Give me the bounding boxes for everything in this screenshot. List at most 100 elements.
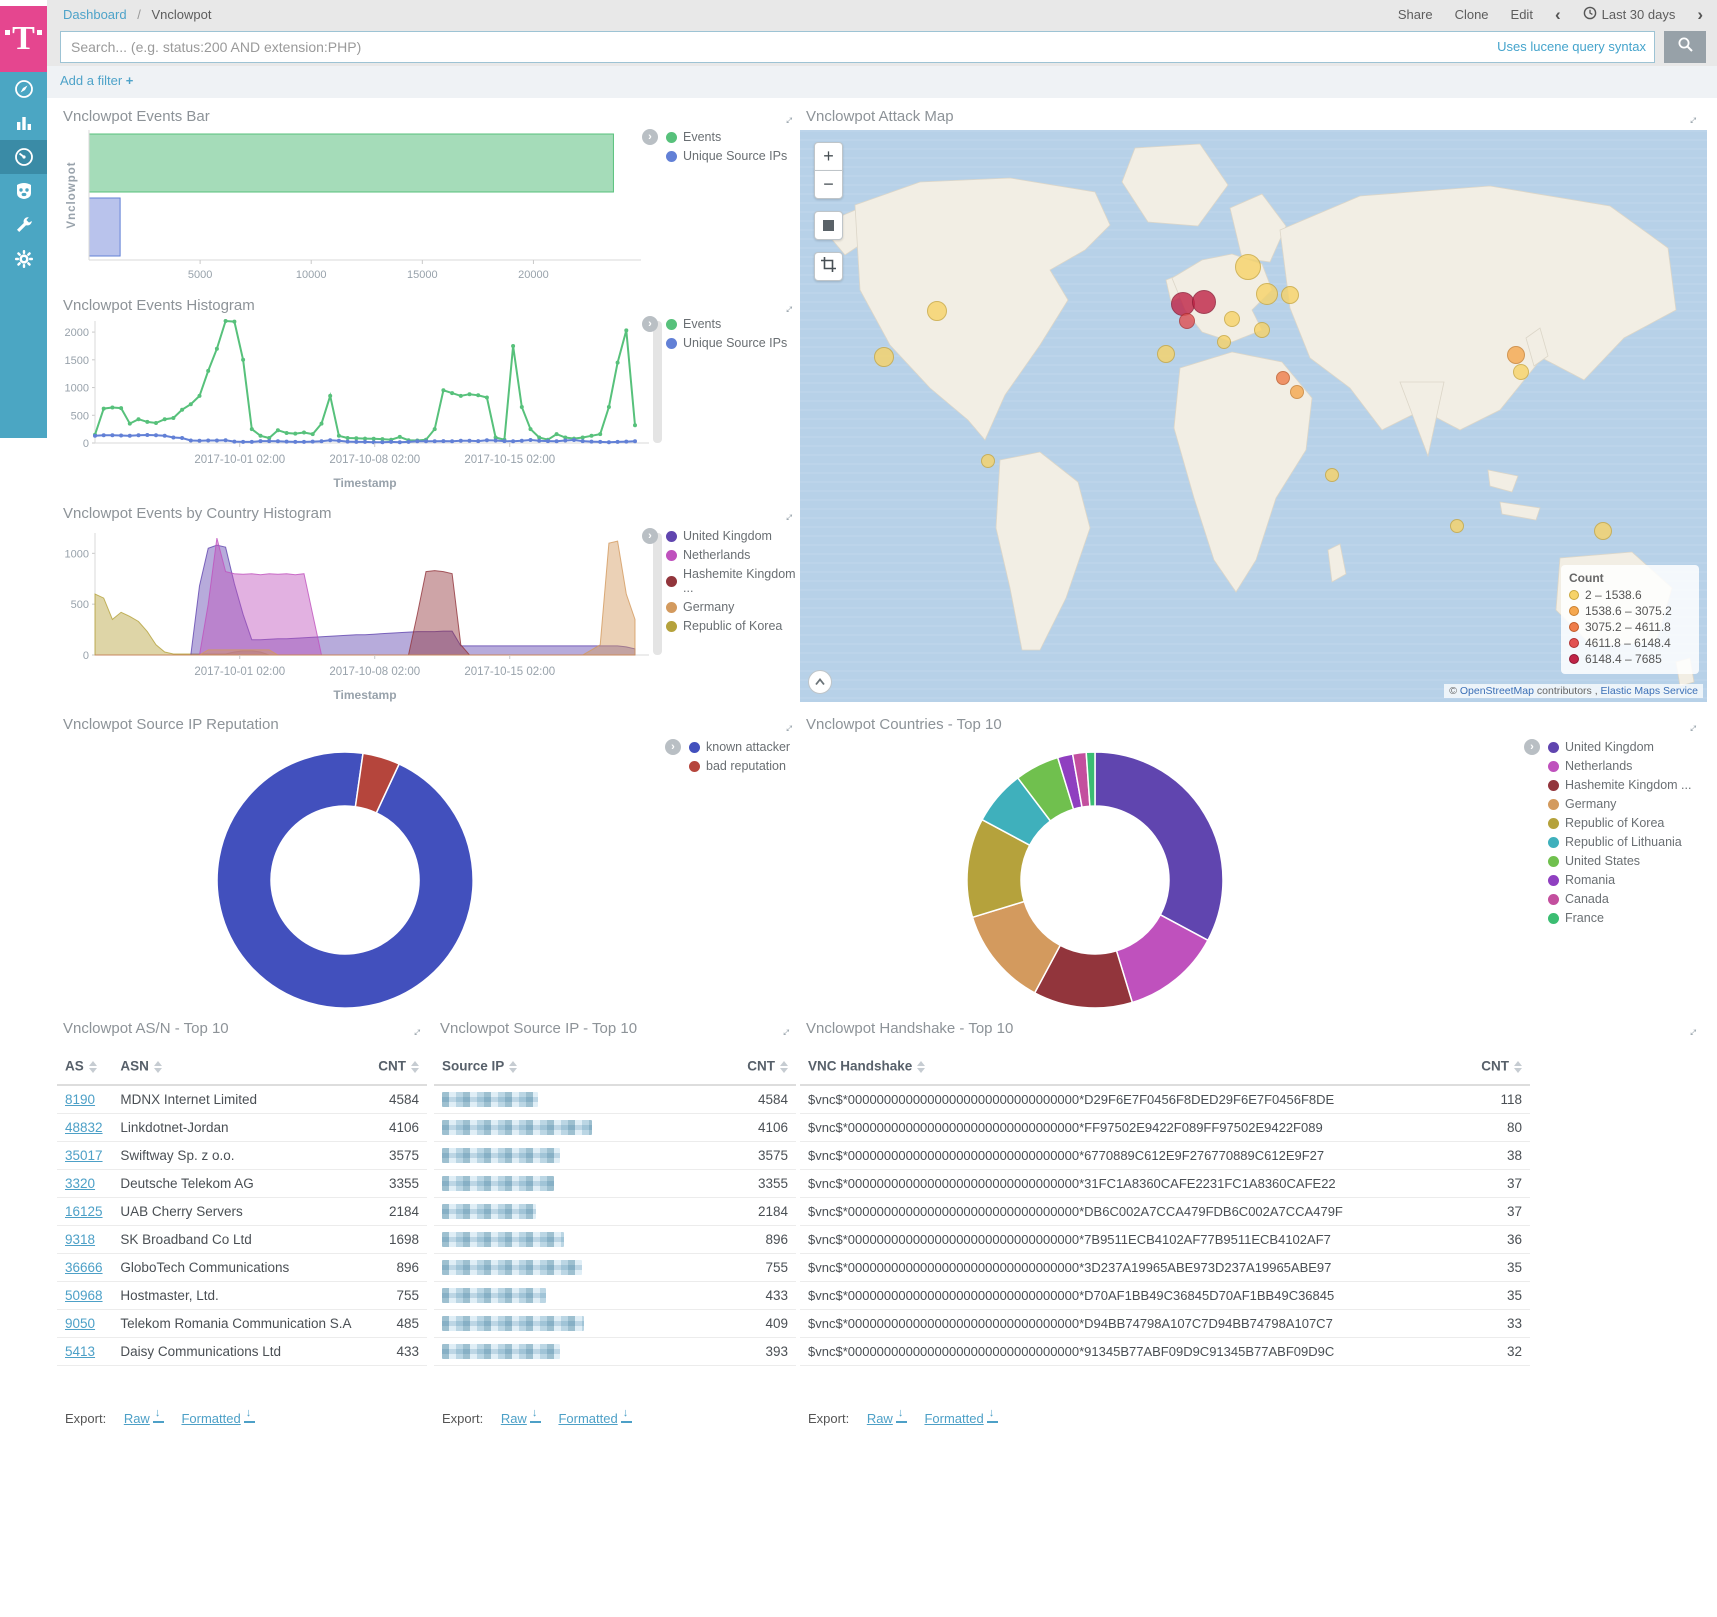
as-link[interactable]: 9318	[65, 1232, 96, 1247]
map-marker[interactable]	[1157, 345, 1175, 363]
legend-item[interactable]: France	[1548, 911, 1691, 925]
legend-item[interactable]: bad reputation	[689, 759, 790, 773]
legend-item[interactable]: Hashemite Kingdom ...	[1548, 778, 1691, 792]
elastic-maps-link[interactable]: Elastic Maps Service	[1600, 685, 1698, 697]
legend-item[interactable]: United Kingdom	[1548, 740, 1691, 754]
legend-item[interactable]: Hashemite Kingdom ...	[666, 567, 803, 595]
map-marker[interactable]	[1450, 519, 1464, 533]
legend-item[interactable]: Unique Source IPs	[666, 336, 787, 350]
export-raw-link[interactable]: Raw	[500, 1411, 527, 1426]
donut-slice-bad reputation[interactable]	[354, 752, 401, 814]
expand-icon[interactable]: ↔	[777, 108, 798, 129]
expand-icon[interactable]: ↔	[774, 1020, 795, 1041]
sidebar-item-management[interactable]	[0, 242, 47, 276]
as-link[interactable]: 16125	[65, 1204, 103, 1219]
column-header-CNT[interactable]: CNT	[1461, 1050, 1530, 1086]
sidebar-item-discover[interactable]	[0, 72, 47, 106]
map-marker[interactable]	[1217, 335, 1231, 349]
column-header-VNC Handshake[interactable]: VNC Handshake	[800, 1050, 1462, 1086]
time-forward-button[interactable]: ›	[1697, 4, 1703, 24]
column-header-CNT[interactable]: CNT	[703, 1050, 796, 1086]
export-formatted-link[interactable]: Formatted	[558, 1411, 618, 1426]
legend-toggle-icon[interactable]: ›	[642, 316, 658, 332]
countries-donut-chart[interactable]	[955, 740, 1235, 1025]
legend-item[interactable]: Events	[666, 130, 787, 144]
map-marker[interactable]	[1276, 371, 1290, 385]
column-header-ASN[interactable]: ASN	[112, 1050, 369, 1086]
legend-item[interactable]: Republic of Lithuania	[1548, 835, 1691, 849]
legend-item[interactable]: Netherlands	[1548, 759, 1691, 773]
chart-scroll-strip[interactable]	[653, 533, 662, 655]
search-input[interactable]	[61, 32, 1654, 62]
legend-item[interactable]: Canada	[1548, 892, 1691, 906]
edit-button[interactable]: Edit	[1510, 6, 1533, 22]
openstreetmap-link[interactable]: OpenStreetMap	[1459, 685, 1534, 697]
map-marker[interactable]	[1507, 346, 1525, 364]
map-marker[interactable]	[1254, 322, 1270, 338]
time-picker-button[interactable]: Last 30 days	[1583, 6, 1675, 23]
zoom-in-button[interactable]: +	[814, 142, 843, 171]
chart-scroll-strip[interactable]	[653, 321, 662, 443]
legend-item[interactable]: Unique Source IPs	[666, 149, 787, 163]
as-link[interactable]: 9050	[65, 1316, 96, 1331]
fit-data-button[interactable]	[814, 211, 843, 240]
legend-item[interactable]: Germany	[666, 600, 803, 614]
reputation-donut-chart[interactable]	[205, 740, 485, 1025]
map-marker[interactable]	[927, 301, 947, 321]
legend-item[interactable]: Events	[666, 317, 787, 331]
lucene-syntax-link[interactable]: Uses lucene query syntax	[1497, 39, 1646, 54]
as-link[interactable]: 5413	[65, 1344, 96, 1359]
map-marker[interactable]	[981, 454, 995, 468]
zoom-out-button[interactable]: −	[814, 170, 843, 199]
export-formatted-link[interactable]: Formatted	[181, 1411, 241, 1426]
sidebar-item-visualize[interactable]	[0, 106, 47, 140]
as-link[interactable]: 35017	[65, 1148, 103, 1163]
donut-slice-known attacker[interactable]	[216, 751, 474, 1009]
expand-icon[interactable]: ↔	[1681, 1020, 1702, 1041]
attack-map[interactable]: + − Count 2 – 1538.6 1538.6 – 3075.2 3075.…	[800, 130, 1707, 702]
legend-item[interactable]: Romania	[1548, 873, 1691, 887]
attribution-toggle-button[interactable]	[808, 670, 832, 694]
legend-item[interactable]: Republic of Korea	[666, 619, 803, 633]
map-marker[interactable]	[1235, 254, 1261, 280]
map-marker[interactable]	[1290, 385, 1304, 399]
map-marker[interactable]	[1281, 286, 1299, 304]
export-formatted-link[interactable]: Formatted	[924, 1411, 984, 1426]
legend-toggle-icon[interactable]: ›	[642, 528, 658, 544]
as-link[interactable]: 3320	[65, 1176, 96, 1191]
expand-icon[interactable]: ↔	[777, 716, 798, 737]
map-marker[interactable]	[1224, 311, 1240, 327]
donut-slice-United Kingdom[interactable]	[1094, 751, 1224, 942]
legend-toggle-icon[interactable]: ›	[665, 739, 681, 755]
export-raw-link[interactable]: Raw	[866, 1411, 893, 1426]
sidebar-item-dev-tools[interactable]	[0, 208, 47, 242]
map-marker[interactable]	[1325, 468, 1339, 482]
as-link[interactable]: 36666	[65, 1260, 103, 1275]
map-marker[interactable]	[1513, 364, 1529, 380]
as-link[interactable]: 8190	[65, 1092, 96, 1107]
draw-filter-button[interactable]	[814, 252, 843, 281]
expand-icon[interactable]: ↔	[777, 297, 798, 318]
map-marker[interactable]	[874, 347, 894, 367]
expand-icon[interactable]: ↔	[777, 505, 798, 526]
column-header-Source IP[interactable]: Source IP	[434, 1050, 704, 1086]
bar-Unique Source IPs[interactable]	[88, 197, 121, 257]
legend-toggle-icon[interactable]: ›	[642, 129, 658, 145]
time-back-button[interactable]: ‹	[1554, 4, 1561, 24]
as-link[interactable]: 48832	[65, 1120, 103, 1135]
map-marker[interactable]	[1594, 522, 1612, 540]
clone-button[interactable]: Clone	[1454, 6, 1489, 22]
sidebar-item-timelion[interactable]	[0, 174, 47, 208]
column-header-CNT[interactable]: CNT	[368, 1050, 427, 1086]
map-marker[interactable]	[1192, 290, 1216, 314]
export-raw-link[interactable]: Raw	[123, 1411, 150, 1426]
legend-item[interactable]: United Kingdom	[666, 529, 803, 543]
legend-item[interactable]: Republic of Korea	[1548, 816, 1691, 830]
legend-item[interactable]: Germany	[1548, 797, 1691, 811]
breadcrumb-dashboard-link[interactable]: Dashboard	[63, 6, 127, 22]
legend-item[interactable]: United States	[1548, 854, 1691, 868]
search-button[interactable]	[1664, 31, 1706, 63]
telekom-logo[interactable]: T	[0, 6, 47, 72]
share-button[interactable]: Share	[1397, 6, 1433, 22]
legend-item[interactable]: known attacker	[689, 740, 790, 754]
